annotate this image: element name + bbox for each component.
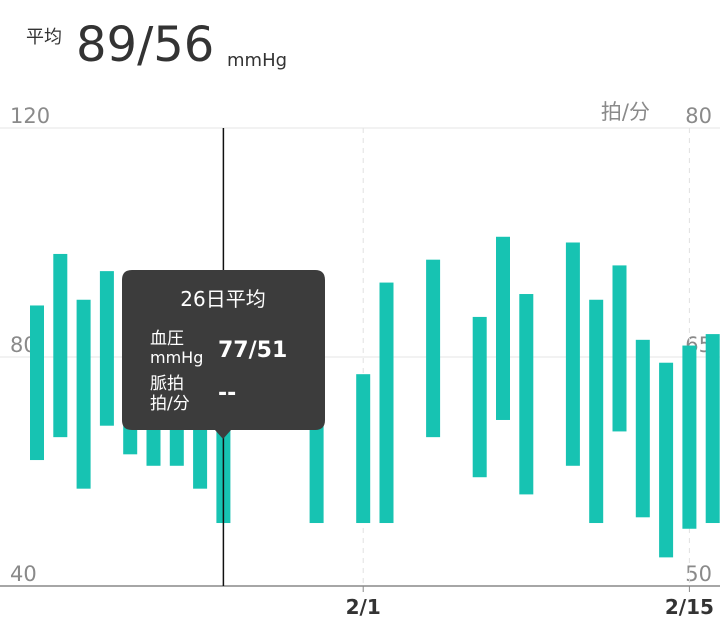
summary-unit: mmHg <box>227 50 287 71</box>
range-bar <box>426 259 441 438</box>
tooltip: 26日平均 血圧 mmHg 77/51 脈拍 拍/分 -- <box>122 270 325 439</box>
x-tick-label: 2/15 <box>665 595 714 619</box>
tooltip-box <box>122 270 325 439</box>
tooltip-bp-label: 血圧 <box>150 329 184 349</box>
y-tick-label: 40 <box>10 562 37 586</box>
range-bar <box>705 334 720 524</box>
range-bar <box>589 299 604 524</box>
y-tick-label: 120 <box>10 104 50 128</box>
range-bar <box>472 316 487 478</box>
range-bar <box>356 374 371 524</box>
range-bar <box>76 299 91 489</box>
tooltip-title: 26日平均 <box>180 287 265 311</box>
tooltip-bp-unit: mmHg <box>150 348 203 367</box>
range-bar <box>30 305 44 461</box>
range-bar <box>565 242 580 466</box>
tooltip-pulse-value: -- <box>218 381 236 406</box>
range-bar <box>379 282 394 524</box>
x-tick-label: 2/1 <box>346 595 381 619</box>
summary-value: 89/56 <box>76 17 214 73</box>
range-bar <box>659 362 674 558</box>
tooltip-bp-value: 77/51 <box>218 338 287 363</box>
range-bar <box>53 253 68 438</box>
summary-label: 平均 <box>26 27 62 48</box>
y2-tick-label: 80 <box>685 104 712 128</box>
range-bar <box>519 294 534 495</box>
tooltip-pulse-label: 脈拍 <box>150 374 184 394</box>
range-bar <box>612 265 627 432</box>
y2-axis-label: 拍/分 <box>601 100 650 124</box>
range-bar <box>496 236 510 420</box>
range-bar <box>682 345 697 529</box>
tooltip-pulse-unit: 拍/分 <box>150 394 190 414</box>
range-bar <box>635 339 650 518</box>
range-bar <box>99 271 114 426</box>
